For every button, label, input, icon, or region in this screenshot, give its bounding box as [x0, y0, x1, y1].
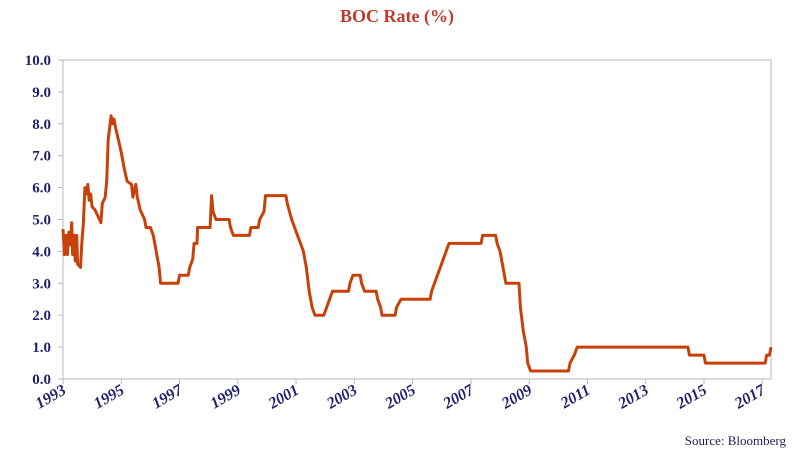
y-tick-label: 7.0: [32, 149, 51, 165]
y-tick-label: 2.0: [32, 308, 51, 324]
y-tick-label: 6.0: [32, 181, 51, 197]
x-tick-label: 2013: [615, 382, 652, 413]
x-tick-label: 1995: [91, 382, 127, 413]
plot-area-frame: [62, 59, 772, 380]
x-tick-label: 2003: [323, 382, 360, 413]
x-tick-label: 2015: [673, 382, 710, 413]
y-tick-label: 1.0: [32, 340, 51, 356]
y-axis: 0.0 1.0 2.0 3.0 4.0 5.0 6.0 7.0 8.0 9.0 10.0: [25, 53, 63, 388]
x-tick-label: 2001: [265, 382, 302, 413]
y-tick-label: 5.0: [32, 213, 51, 229]
y-tick-label: 4.0: [32, 244, 51, 260]
chart-title: BOC Rate (%): [340, 6, 454, 26]
y-tick-label: 10.0: [25, 53, 51, 69]
x-tick-label: 1997: [149, 381, 186, 412]
series-line-boc-rate: [61, 114, 773, 373]
y-tick-label: 0.0: [32, 372, 51, 388]
source-note: Source: Bloomberg: [684, 433, 786, 448]
x-tick-label: 2011: [557, 382, 593, 413]
x-tick-label: 2017: [731, 381, 769, 413]
x-axis: 1993 1995 1997 1999 2001 2003 2005 2007 2009 2011…: [33, 379, 769, 413]
x-tick-label: 2009: [498, 382, 535, 413]
x-tick-label: 1999: [208, 382, 244, 413]
y-tick-label: 3.0: [32, 276, 51, 292]
x-tick-label: 2005: [382, 382, 419, 413]
y-tick-label: 9.0: [32, 85, 51, 101]
y-tick-label: 8.0: [32, 117, 51, 133]
x-tick-label: 2007: [440, 381, 478, 413]
